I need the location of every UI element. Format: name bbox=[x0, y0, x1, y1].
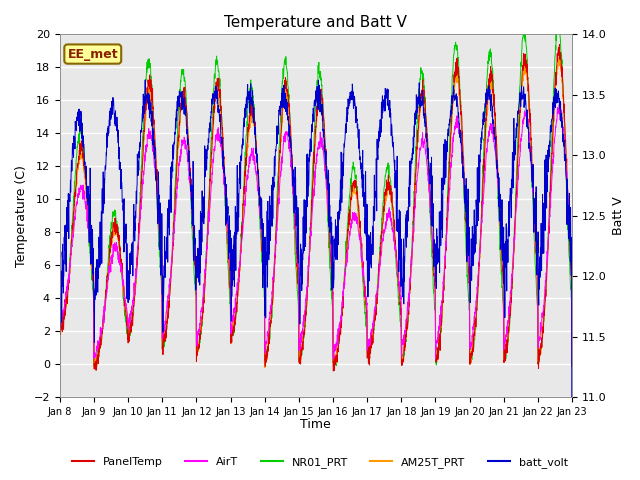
Y-axis label: Batt V: Batt V bbox=[612, 196, 625, 235]
Legend: PanelTemp, AirT, NR01_PRT, AM25T_PRT, batt_volt: PanelTemp, AirT, NR01_PRT, AM25T_PRT, ba… bbox=[68, 452, 572, 472]
X-axis label: Time: Time bbox=[301, 419, 332, 432]
Text: EE_met: EE_met bbox=[67, 48, 118, 60]
Title: Temperature and Batt V: Temperature and Batt V bbox=[225, 15, 407, 30]
Y-axis label: Temperature (C): Temperature (C) bbox=[15, 165, 28, 266]
